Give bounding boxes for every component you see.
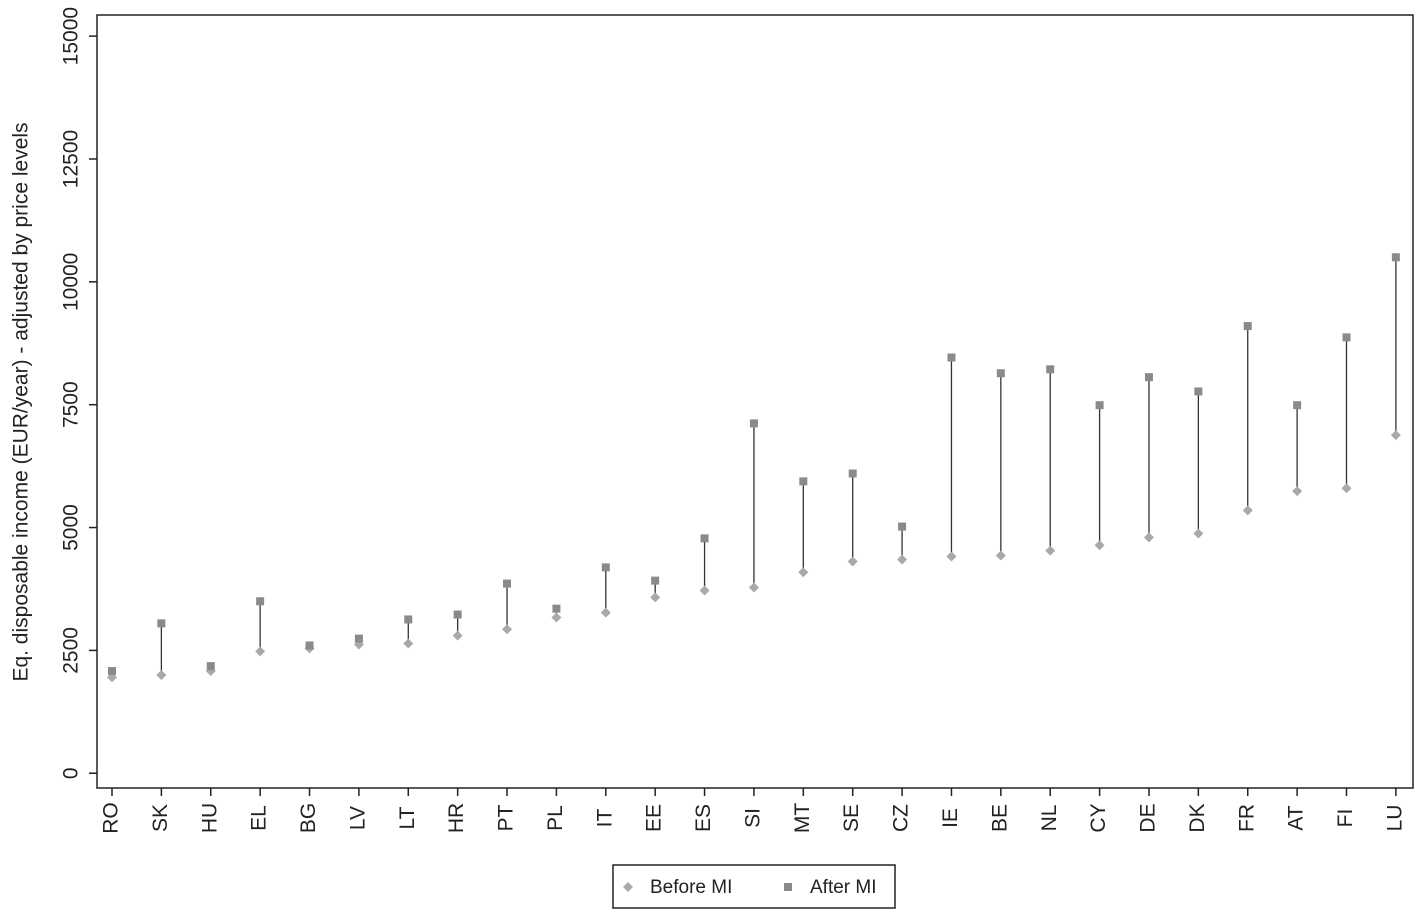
x-tick-label: BE	[988, 804, 1011, 832]
point	[255, 646, 266, 657]
x-tick-label: AT	[1285, 805, 1308, 830]
x-tick-label: LT	[396, 806, 419, 829]
point	[848, 469, 857, 478]
point	[798, 567, 809, 578]
point	[452, 630, 463, 641]
x-tick-label: IT	[593, 809, 616, 828]
x-tick-label: HU	[198, 803, 221, 833]
point	[1143, 532, 1154, 543]
y-tick-label: 0	[60, 767, 83, 779]
point	[503, 579, 512, 588]
point	[305, 641, 314, 650]
x-tick-label: SE	[840, 804, 863, 832]
point	[749, 419, 758, 428]
legend-label: After MI	[810, 877, 877, 898]
point	[601, 563, 610, 572]
point	[946, 551, 957, 562]
point	[799, 477, 808, 486]
y-tick-label: 15000	[60, 7, 83, 65]
x-tick-label: BG	[297, 803, 320, 833]
point	[1046, 365, 1055, 374]
legend-box	[612, 864, 896, 909]
x-tick-label: EL	[248, 805, 271, 831]
point	[551, 612, 562, 623]
point	[206, 662, 215, 671]
point	[502, 624, 513, 635]
point	[156, 669, 167, 680]
legend-marker	[784, 883, 792, 891]
point	[157, 619, 166, 628]
point	[354, 634, 363, 643]
point	[108, 667, 116, 676]
point	[748, 582, 759, 593]
x-tick-label: CY	[1087, 803, 1110, 832]
point	[1095, 401, 1104, 410]
point	[996, 369, 1005, 378]
y-tick-label: 2500	[60, 627, 83, 674]
point	[1094, 540, 1105, 551]
point	[650, 592, 661, 603]
point	[947, 353, 956, 362]
point	[1293, 401, 1302, 410]
legend-marker	[623, 882, 633, 892]
point	[847, 556, 858, 567]
x-tick-label: NL	[1038, 805, 1061, 832]
point	[404, 615, 413, 624]
x-tick-label: PL	[544, 805, 567, 831]
point	[1341, 483, 1352, 494]
point	[1391, 253, 1400, 262]
point	[1045, 545, 1056, 556]
x-tick-label: RO	[100, 802, 123, 834]
x-tick-label: ES	[692, 804, 715, 832]
y-tick-label: 10000	[60, 253, 83, 311]
x-tick-label: LU	[1383, 805, 1406, 832]
point	[1390, 430, 1401, 441]
point	[898, 522, 907, 531]
x-tick-label: SK	[149, 804, 172, 832]
point	[1194, 387, 1203, 396]
x-tick-label: DE	[1137, 803, 1160, 832]
x-tick-label: MT	[791, 803, 814, 833]
point	[403, 638, 414, 649]
point	[995, 550, 1006, 561]
point	[453, 610, 462, 619]
plot-frame	[96, 14, 1414, 789]
point	[600, 607, 611, 618]
point	[1242, 505, 1253, 516]
y-tick-label: 5000	[60, 504, 83, 551]
x-tick-label: LV	[346, 806, 369, 830]
point	[1292, 486, 1303, 497]
x-tick-label: PT	[495, 804, 518, 831]
point	[1243, 322, 1252, 331]
y-tick-label: 7500	[60, 381, 83, 428]
x-tick-label: FI	[1334, 809, 1357, 828]
x-tick-label: EE	[643, 804, 666, 832]
x-tick-label: FR	[1235, 804, 1258, 832]
point	[1193, 528, 1204, 539]
x-tick-label: IE	[939, 808, 962, 828]
point	[897, 554, 908, 565]
x-tick-label: DK	[1186, 803, 1209, 832]
point	[700, 534, 709, 543]
legend-label: Before MI	[650, 877, 732, 898]
x-tick-label: CZ	[890, 804, 913, 832]
point	[1144, 373, 1153, 382]
x-tick-label: SI	[741, 808, 764, 828]
point	[256, 597, 265, 606]
point	[699, 585, 710, 596]
point	[552, 604, 561, 613]
y-axis-label: Eq. disposable income (EUR/year) - adjus…	[10, 122, 33, 681]
y-tick-label: 12500	[60, 130, 83, 188]
point	[651, 576, 660, 585]
point	[1342, 333, 1351, 342]
x-tick-label: HR	[445, 803, 468, 833]
